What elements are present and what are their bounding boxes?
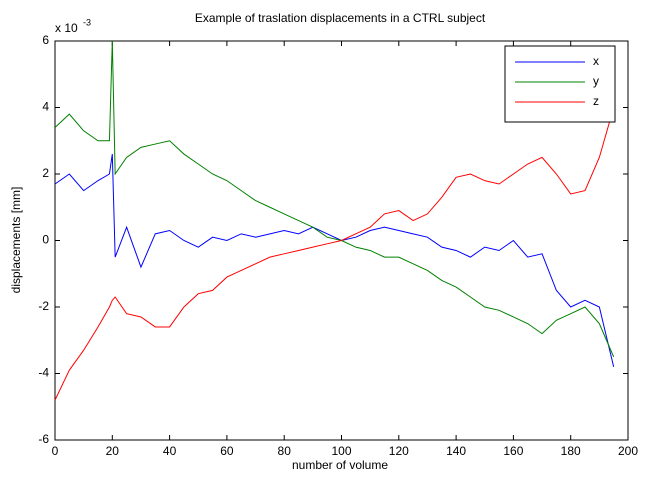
x-tick-label: 40 xyxy=(163,444,177,458)
y-tick-label: -6 xyxy=(38,432,49,446)
x-tick-label: 160 xyxy=(503,444,523,458)
x-tick-label: 200 xyxy=(618,444,638,458)
y-axis-label: displacements [mm] xyxy=(9,187,23,294)
x-tick-label: 100 xyxy=(331,444,351,458)
x-tick-label: 20 xyxy=(106,444,120,458)
legend-label: x xyxy=(593,54,599,68)
x-tick-label: 140 xyxy=(446,444,466,458)
x-tick-label: 0 xyxy=(52,444,59,458)
y-tick-label: 4 xyxy=(42,100,49,114)
y-exponent-power: -3 xyxy=(83,17,91,27)
x-tick-label: 120 xyxy=(389,444,409,458)
legend-label: y xyxy=(593,74,599,88)
legend-label: z xyxy=(593,94,599,108)
y-exponent-base: x 10 xyxy=(55,21,78,35)
y-tick-label: 2 xyxy=(42,166,49,180)
y-tick-label: 0 xyxy=(42,233,49,247)
y-tick-label: 6 xyxy=(42,33,49,47)
series-line xyxy=(54,153,615,367)
y-tick-label: -2 xyxy=(38,299,49,313)
y-tick-label: -4 xyxy=(38,366,49,380)
series-line xyxy=(54,40,615,358)
x-axis-label: number of volume xyxy=(292,458,388,472)
series-line xyxy=(54,107,615,401)
legend-box xyxy=(504,45,616,123)
x-tick-label: 180 xyxy=(561,444,581,458)
x-tick-label: 60 xyxy=(220,444,234,458)
x-tick-label: 80 xyxy=(278,444,292,458)
chart-title: Example of traslation displacements in a… xyxy=(195,11,486,25)
